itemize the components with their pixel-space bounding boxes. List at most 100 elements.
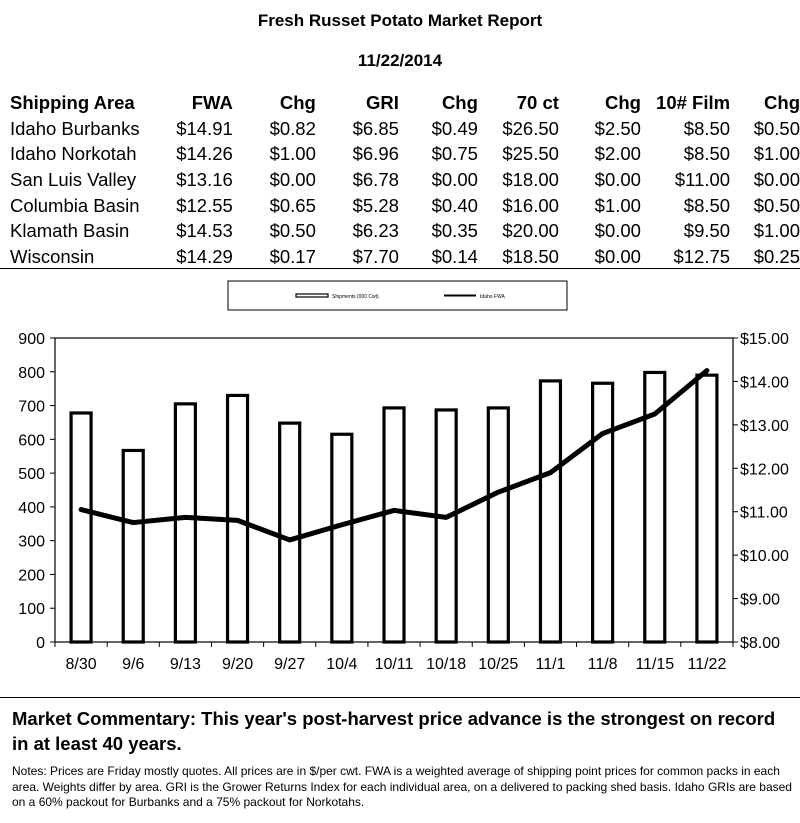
shipments-bar — [643, 370, 667, 644]
legend-label-shipments: Shipments (000 Cwt) — [332, 294, 379, 300]
price-cell: $0.00 — [594, 168, 641, 190]
price-cell: $1.00 — [594, 194, 641, 216]
price-table: Shipping Area FWA Chg GRI Chg 70 ct Chg … — [10, 90, 800, 270]
price-cell: $12.55 — [176, 194, 233, 216]
price-cell: $20.00 — [502, 220, 559, 242]
right-axis-tick-label: $10.00 — [740, 548, 789, 565]
header-gri: GRI — [366, 92, 399, 113]
right-axis-tick-label: $11.00 — [740, 505, 788, 522]
price-cell: $18.50 — [502, 245, 559, 267]
price-cell: $14.29 — [176, 245, 233, 267]
price-cell: $0.14 — [431, 245, 478, 267]
price-cell: $7.70 — [352, 245, 399, 267]
table-row: Wisconsin $14.29 $0.17 $7.70 $0.14 $18.50 $0.0… — [10, 244, 800, 270]
x-axis-tick-label: 11/1 — [535, 656, 565, 673]
shipping-area-cell: Columbia Basin — [10, 194, 140, 216]
left-axis-tick-label: 800 — [18, 365, 45, 382]
shipments-bar — [695, 373, 719, 644]
left-axis-tick-label: 400 — [18, 500, 45, 517]
price-cell: $0.00 — [431, 168, 478, 190]
price-cell: $6.96 — [352, 143, 399, 165]
price-cell: $0.00 — [594, 245, 641, 267]
price-cell: $13.16 — [176, 168, 233, 190]
price-cell: $1.00 — [269, 143, 316, 165]
table-row: Columbia Basin $12.55 $0.65 $5.28 $0.40 $16.0… — [10, 193, 800, 219]
price-cell: $25.50 — [502, 143, 559, 165]
x-axis-tick-label: 10/25 — [478, 656, 518, 673]
x-axis-tick-label: 10/11 — [375, 656, 414, 673]
price-cell: $9.50 — [683, 220, 731, 242]
x-axis-tick-label: 11/15 — [635, 656, 674, 673]
price-cell: $8.50 — [683, 143, 731, 165]
price-cell: $1.00 — [753, 220, 800, 242]
x-axis-tick-label: 9/6 — [122, 656, 144, 673]
shipments-fwa-chart: Shipments (000 Cwt) Idaho FWA 0 100 200 300 40… — [0, 272, 800, 690]
price-cell: $0.40 — [431, 194, 478, 216]
header-10lb-film: 10# Film — [656, 92, 731, 113]
price-cell: $0.00 — [594, 220, 641, 242]
price-cell: $0.35 — [431, 220, 478, 242]
chart-svg: Shipments (000 Cwt) Idaho FWA 0 100 200 300 40… — [18, 280, 789, 673]
left-axis-tick-label: 700 — [18, 399, 45, 416]
left-axis-tick-label: 900 — [18, 331, 45, 348]
header-10lb-film-chg: Chg — [764, 92, 800, 113]
report-date: 11/22/2014 — [357, 51, 443, 70]
table-header-row: Shipping Area FWA Chg GRI Chg 70 ct Chg … — [10, 90, 800, 116]
shipments-bar — [486, 406, 510, 644]
shipments-bar — [278, 421, 302, 644]
right-axis-tick-label: $15.00 — [740, 331, 789, 348]
idaho-fwa-line — [78, 368, 710, 543]
header-shipping-area: Shipping Area — [10, 92, 135, 113]
x-axis-tick-label: 11/22 — [687, 656, 726, 673]
report-title: Fresh Russet Potato Market Report — [257, 11, 543, 30]
header-70ct-chg: Chg — [604, 92, 641, 113]
price-cell: $0.00 — [269, 168, 316, 190]
price-cell: $8.50 — [683, 194, 731, 216]
right-axis-tick-label: $12.00 — [740, 461, 789, 478]
price-cell: $14.91 — [176, 117, 233, 139]
price-cell: $2.00 — [594, 143, 641, 165]
x-axis-tick-label: 8/30 — [66, 656, 97, 673]
price-cell: $14.26 — [176, 143, 233, 165]
table-row: Idaho Burbanks $14.91 $0.82 $6.85 $0.49 $26.5… — [10, 116, 800, 142]
shipping-area-cell: Klamath Basin — [10, 220, 130, 242]
price-cell: $0.65 — [269, 194, 316, 216]
price-cell: $0.00 — [753, 168, 800, 190]
header-fwa-chg: Chg — [279, 92, 316, 113]
table-row: Idaho Norkotah $14.26 $1.00 $6.96 $0.75 $25.5… — [10, 142, 800, 168]
table-row: San Luis Valley $13.16 $0.00 $6.78 $0.00 $18.… — [10, 167, 800, 193]
price-cell: $26.50 — [502, 117, 559, 139]
price-cell: $11.00 — [674, 168, 731, 190]
left-axis-tick-label: 600 — [18, 432, 45, 449]
price-cell: $0.75 — [431, 143, 478, 165]
right-axis-tick-label: $8.00 — [740, 635, 780, 652]
price-cell: $0.82 — [269, 117, 316, 139]
notes-text: Notes: Prices are Friday mostly quotes. … — [12, 764, 792, 810]
left-axis-tick-label: 200 — [18, 567, 45, 584]
price-cell: $2.50 — [594, 117, 641, 139]
shipments-bar — [538, 379, 563, 644]
price-cell: $0.50 — [269, 220, 316, 242]
left-axis-tick-label: 100 — [18, 601, 45, 618]
legend-box — [227, 280, 568, 311]
table-row: Klamath Basin $14.53 $0.50 $6.23 $0.35 $20.00… — [10, 218, 800, 244]
shipments-bar — [382, 406, 406, 644]
price-cell: $0.25 — [753, 245, 800, 267]
shipments-bar — [121, 448, 145, 644]
price-cell: $14.53 — [176, 220, 233, 242]
header-70ct: 70 ct — [516, 92, 559, 113]
price-cell: $6.23 — [352, 220, 399, 242]
legend-bar-swatch — [295, 293, 329, 298]
header-gri-chg: Chg — [441, 92, 478, 113]
chart-divider — [0, 697, 800, 698]
shipments-bar — [69, 411, 93, 644]
x-axis-tick-label: 9/13 — [170, 656, 201, 673]
left-axis-tick-label: 0 — [36, 635, 45, 652]
shipments-bar — [330, 432, 354, 644]
market-commentary: Market Commentary: This year's post-harv… — [12, 708, 776, 754]
header-fwa: FWA — [191, 92, 233, 113]
price-cell: $1.00 — [753, 143, 800, 165]
left-axis-tick-label: 500 — [18, 466, 45, 483]
left-axis-tick-label: 300 — [18, 534, 45, 551]
legend-label-idaho-fwa: Idaho FWA — [480, 294, 505, 300]
